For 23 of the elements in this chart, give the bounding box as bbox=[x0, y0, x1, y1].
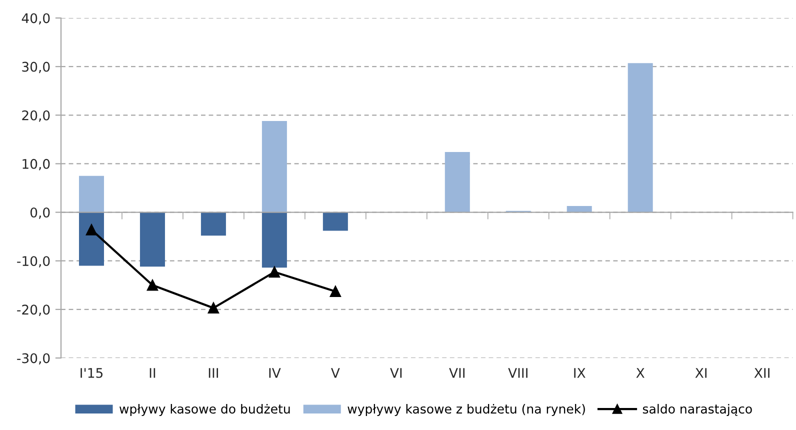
x-tick-label: VI bbox=[390, 368, 402, 378]
y-tick-label: -10,0 bbox=[17, 256, 50, 268]
x-tick-label: IV bbox=[269, 368, 281, 378]
legend-label: wpływy kasowe do budżetu bbox=[120, 404, 290, 416]
y-tick-label: 30,0 bbox=[22, 62, 50, 74]
y-tick-label: -20,0 bbox=[17, 304, 50, 316]
x-tick-label: III bbox=[208, 368, 218, 378]
x-tick-label: I'15 bbox=[80, 368, 102, 378]
x-tick-label: II bbox=[150, 368, 156, 378]
x-tick-label: VII bbox=[449, 368, 465, 378]
y-tick-label: 10,0 bbox=[22, 158, 50, 170]
y-tick-label: 40,0 bbox=[22, 13, 50, 25]
y-tick-label: -30,0 bbox=[17, 353, 50, 365]
x-tick-label: IX bbox=[574, 368, 586, 378]
legend-label: saldo narastająco bbox=[642, 404, 752, 416]
legend-label: wypływy kasowe z budżetu (na rynek) bbox=[348, 404, 585, 416]
x-tick-label: XII bbox=[754, 368, 770, 378]
x-tick-label: X bbox=[636, 368, 644, 378]
y-tick-label: 0,0 bbox=[30, 208, 50, 219]
x-tick-label: XI bbox=[695, 368, 707, 378]
y-tick-label: 20,0 bbox=[22, 110, 50, 122]
x-tick-label: VIII bbox=[508, 368, 528, 378]
x-tick-label: V bbox=[331, 368, 340, 378]
